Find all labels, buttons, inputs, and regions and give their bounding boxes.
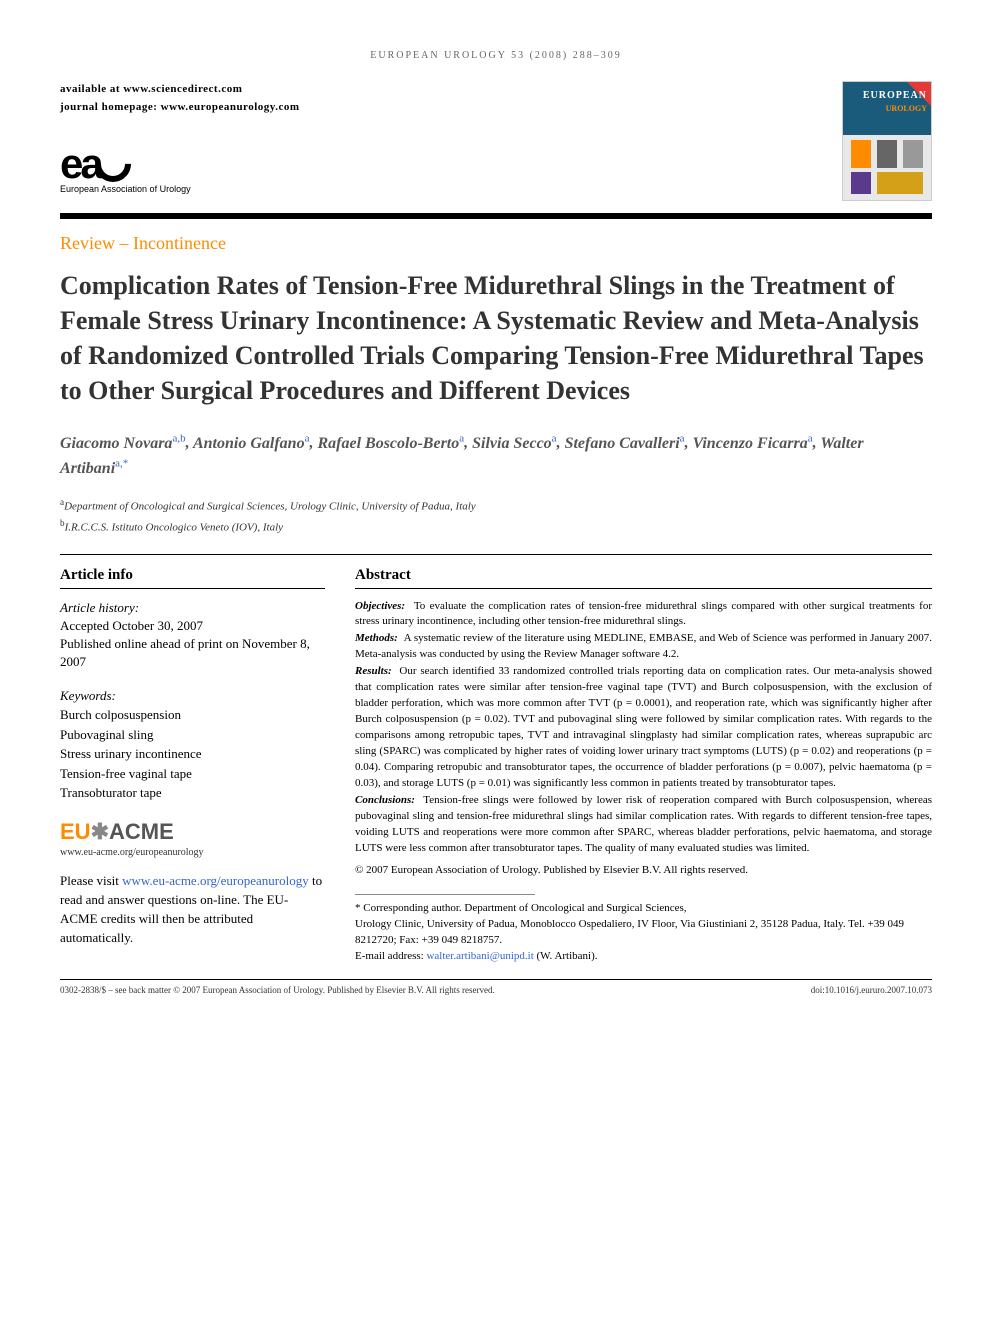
thin-divider	[60, 554, 932, 555]
acme-logo: EU✱ACME	[60, 819, 325, 845]
cover-slot-icon	[877, 140, 897, 168]
published-date: Published online ahead of print on Novem…	[60, 635, 325, 671]
accepted-date: Accepted October 30, 2007	[60, 617, 325, 635]
eau-logo: ea European Association of Urology	[60, 140, 191, 194]
acme-eu-text: EU	[60, 819, 91, 844]
cover-slot-icon	[903, 140, 923, 168]
journal-cover-thumbnail: EUROPEAN UROLOGY	[842, 81, 932, 201]
abstract-copyright: © 2007 European Association of Urology. …	[355, 863, 932, 879]
journal-homepage: journal homepage: www.europeanurology.co…	[60, 99, 300, 117]
corresponding-author: * Corresponding author. Department of On…	[355, 901, 932, 965]
acme-visit-text: Please visit www.eu-acme.org/europeanuro…	[60, 872, 325, 947]
corresp-label: * Corresponding author. Department of On…	[355, 901, 932, 917]
available-at: available at www.sciencedirect.com	[60, 81, 300, 99]
cover-slot-icon	[877, 172, 923, 194]
article-history: Article history: Accepted October 30, 20…	[60, 599, 325, 672]
keyword: Burch colposuspension	[60, 705, 325, 725]
footer-doi: doi:10.1016/j.eururo.2007.10.073	[811, 985, 932, 995]
cover-subtitle: UROLOGY	[847, 104, 927, 113]
abstract-conclusions: Conclusions: Tension-free slings were fo…	[355, 793, 932, 857]
abstract-objectives: Objectives: To evaluate the complication…	[355, 599, 932, 631]
author: Silvia Seccoa	[472, 435, 556, 452]
thick-divider	[60, 213, 932, 219]
abstract-column: Abstract Objectives: To evaluate the com…	[355, 567, 932, 966]
acme-text: ACME	[109, 819, 174, 844]
corresp-email-link[interactable]: walter.artibani@unipd.it	[426, 950, 533, 962]
abstract-heading: Abstract	[355, 567, 932, 584]
keywords-label: Keywords:	[60, 687, 325, 705]
cover-slot-icon	[851, 140, 871, 168]
article-info-heading: Article info	[60, 567, 325, 584]
keyword: Pubovaginal sling	[60, 725, 325, 745]
footer-divider	[60, 979, 932, 980]
acme-link[interactable]: www.eu-acme.org/europeanurology	[122, 873, 309, 888]
keyword: Transobturator tape	[60, 783, 325, 803]
footer: 0302-2838/$ – see back matter © 2007 Eur…	[60, 985, 932, 995]
acme-star-icon: ✱	[91, 819, 109, 844]
article-type: Review – Incontinence	[60, 233, 932, 254]
header-section: available at www.sciencedirect.com journ…	[60, 81, 932, 201]
running-header: EUROPEAN UROLOGY 53 (2008) 288–309	[60, 50, 932, 61]
keyword: Stress urinary incontinence	[60, 744, 325, 764]
corresp-email-line: E-mail address: walter.artibani@unipd.it…	[355, 949, 932, 965]
history-label: Article history:	[60, 599, 325, 617]
section-divider	[60, 588, 325, 589]
affiliation-b: bI.R.C.C.S. Istituto Oncologico Veneto (…	[60, 516, 932, 537]
keywords-block: Keywords: Burch colposuspension Pubovagi…	[60, 687, 325, 803]
author: Rafael Boscolo-Bertoa	[317, 435, 464, 452]
availability-block: available at www.sciencedirect.com journ…	[60, 81, 300, 116]
corresponding-divider	[355, 894, 535, 895]
abstract-results: Results: Our search identified 33 random…	[355, 664, 932, 792]
author: Giacomo Novaraa,b	[60, 435, 186, 452]
author: Stefano Cavalleria	[565, 435, 685, 452]
cover-title: EUROPEAN	[847, 90, 927, 101]
abstract-methods: Methods: A systematic review of the lite…	[355, 631, 932, 663]
affiliation-a: aDepartment of Oncological and Surgical …	[60, 495, 932, 516]
section-divider	[355, 588, 932, 589]
article-title: Complication Rates of Tension-Free Midur…	[60, 268, 932, 408]
keyword: Tension-free vaginal tape	[60, 764, 325, 784]
corresp-address: Urology Clinic, University of Padua, Mon…	[355, 917, 932, 949]
acme-url: www.eu-acme.org/europeanurology	[60, 847, 325, 858]
affiliations: aDepartment of Oncological and Surgical …	[60, 495, 932, 538]
author: Vincenzo Ficarraa	[693, 435, 813, 452]
author-list: Giacomo Novaraa,b, Antonio Galfanoa, Raf…	[60, 430, 932, 481]
author: Antonio Galfanoa	[193, 435, 309, 452]
article-info-column: Article info Article history: Accepted O…	[60, 567, 325, 966]
cover-slot-icon	[851, 172, 871, 194]
footer-copyright: 0302-2838/$ – see back matter © 2007 Eur…	[60, 985, 495, 995]
eau-logo-subtitle: European Association of Urology	[60, 184, 191, 194]
